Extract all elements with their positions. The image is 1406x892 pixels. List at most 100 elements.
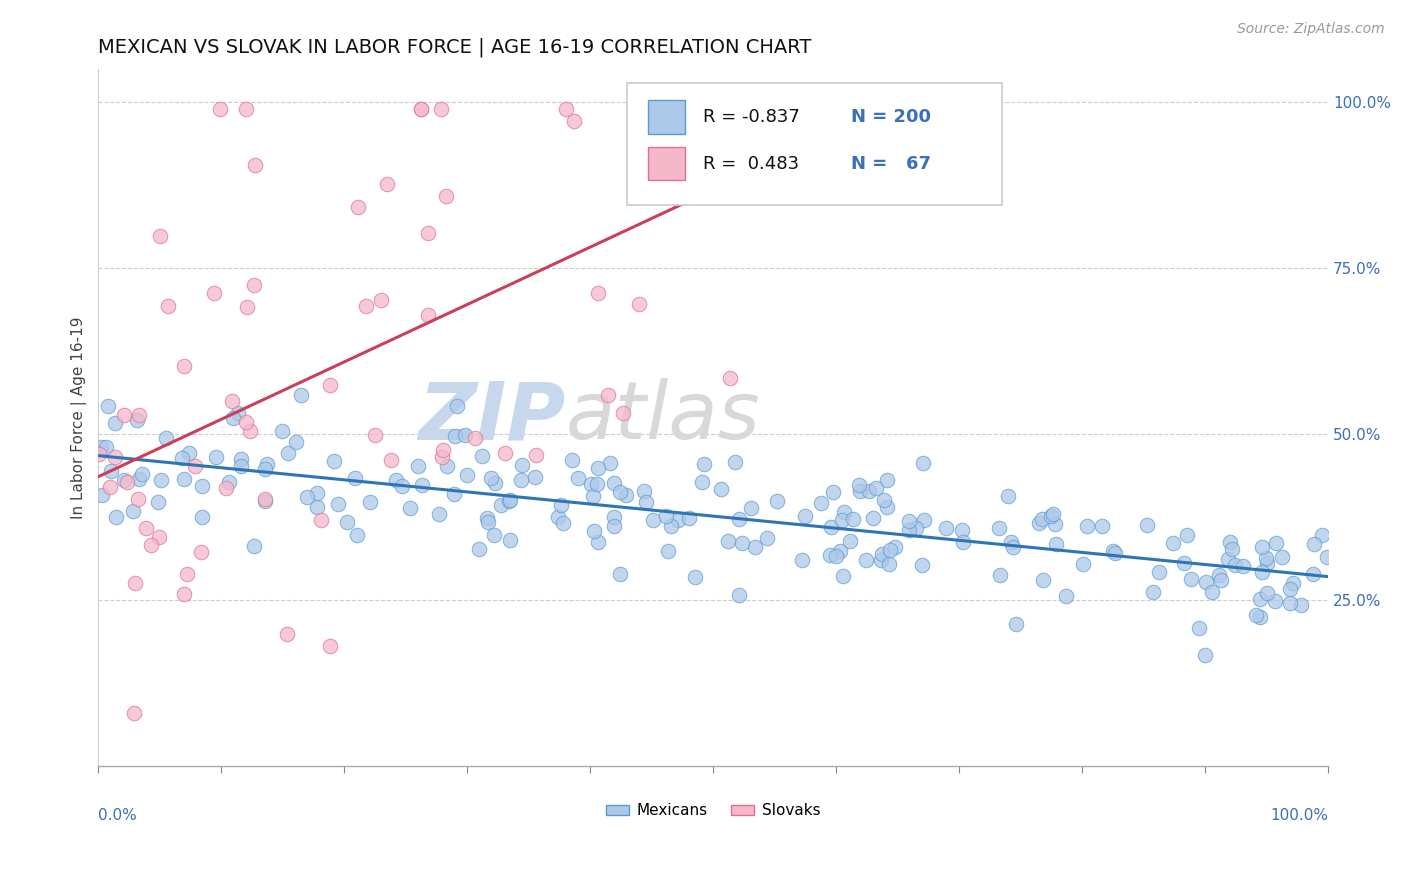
Point — [471, 449, 494, 463]
Point — [276, 627, 298, 641]
Point — [1104, 546, 1126, 560]
Point — [115, 475, 138, 489]
Point — [830, 544, 852, 558]
Point — [454, 427, 477, 442]
Point — [510, 458, 533, 472]
Point — [838, 534, 860, 549]
Point — [842, 511, 865, 525]
Point — [222, 410, 245, 425]
Text: N =   67: N = 67 — [851, 154, 931, 173]
Point — [139, 538, 162, 552]
Point — [728, 588, 751, 602]
Point — [1249, 592, 1271, 607]
Point — [1136, 518, 1159, 533]
Point — [988, 521, 1011, 535]
Point — [905, 520, 928, 534]
Point — [824, 549, 846, 563]
Point — [810, 496, 832, 510]
Text: ZIP: ZIP — [419, 378, 565, 457]
Point — [614, 488, 637, 502]
Point — [494, 445, 516, 459]
Point — [1071, 557, 1094, 571]
Point — [657, 543, 679, 558]
Point — [935, 521, 957, 535]
Point — [1175, 528, 1198, 542]
Point — [305, 486, 328, 500]
Point — [1040, 509, 1063, 524]
Point — [912, 456, 935, 470]
Point — [475, 511, 498, 525]
Point — [434, 189, 457, 203]
Point — [582, 489, 605, 503]
Point — [290, 388, 312, 402]
Point — [204, 450, 226, 464]
Point — [346, 528, 368, 542]
Point — [582, 524, 605, 538]
Point — [97, 399, 120, 413]
Point — [683, 570, 706, 584]
Point — [1246, 607, 1268, 622]
Point — [122, 706, 145, 720]
Legend: Mexicans, Slovaks: Mexicans, Slovaks — [600, 797, 827, 824]
Point — [1001, 540, 1024, 554]
Point — [112, 473, 135, 487]
Point — [862, 511, 884, 525]
Point — [612, 407, 634, 421]
Point — [832, 505, 855, 519]
Text: 0.0%: 0.0% — [98, 807, 138, 822]
Point — [721, 188, 744, 202]
Point — [479, 471, 502, 485]
Point — [468, 542, 491, 557]
Point — [499, 493, 522, 508]
Point — [952, 534, 974, 549]
Point — [406, 459, 429, 474]
Point — [359, 495, 381, 509]
Point — [524, 470, 547, 484]
Point — [124, 575, 146, 590]
Point — [659, 519, 682, 533]
Point — [756, 531, 779, 545]
Point — [879, 542, 901, 557]
Point — [416, 309, 439, 323]
Point — [820, 548, 842, 562]
Point — [128, 408, 150, 422]
Point — [724, 455, 747, 469]
Point — [744, 102, 766, 116]
Point — [567, 471, 589, 485]
Point — [1250, 541, 1272, 555]
Point — [429, 102, 451, 116]
Point — [858, 483, 880, 498]
Point — [297, 490, 319, 504]
Text: 100.0%: 100.0% — [1270, 807, 1329, 822]
Point — [1208, 568, 1230, 582]
Point — [256, 457, 278, 471]
Point — [877, 557, 900, 571]
Point — [655, 509, 678, 524]
Point — [831, 513, 853, 527]
Point — [609, 485, 631, 500]
Point — [547, 510, 569, 524]
Point — [90, 441, 112, 455]
Point — [579, 477, 602, 491]
Point — [759, 138, 782, 153]
Point — [728, 511, 751, 525]
Text: atlas: atlas — [565, 378, 761, 457]
Point — [659, 169, 682, 184]
Point — [253, 493, 276, 508]
Point — [489, 499, 512, 513]
Point — [720, 371, 742, 385]
Point — [135, 521, 157, 535]
Point — [155, 431, 177, 445]
Point — [377, 178, 399, 192]
Point — [231, 452, 253, 467]
Point — [792, 553, 814, 567]
Point — [243, 277, 266, 292]
Point — [309, 513, 332, 527]
Point — [1076, 518, 1098, 533]
Point — [740, 501, 762, 516]
Point — [98, 480, 121, 494]
FancyBboxPatch shape — [627, 83, 1002, 205]
Point — [1264, 594, 1286, 608]
Point — [693, 458, 716, 472]
Point — [89, 447, 111, 461]
